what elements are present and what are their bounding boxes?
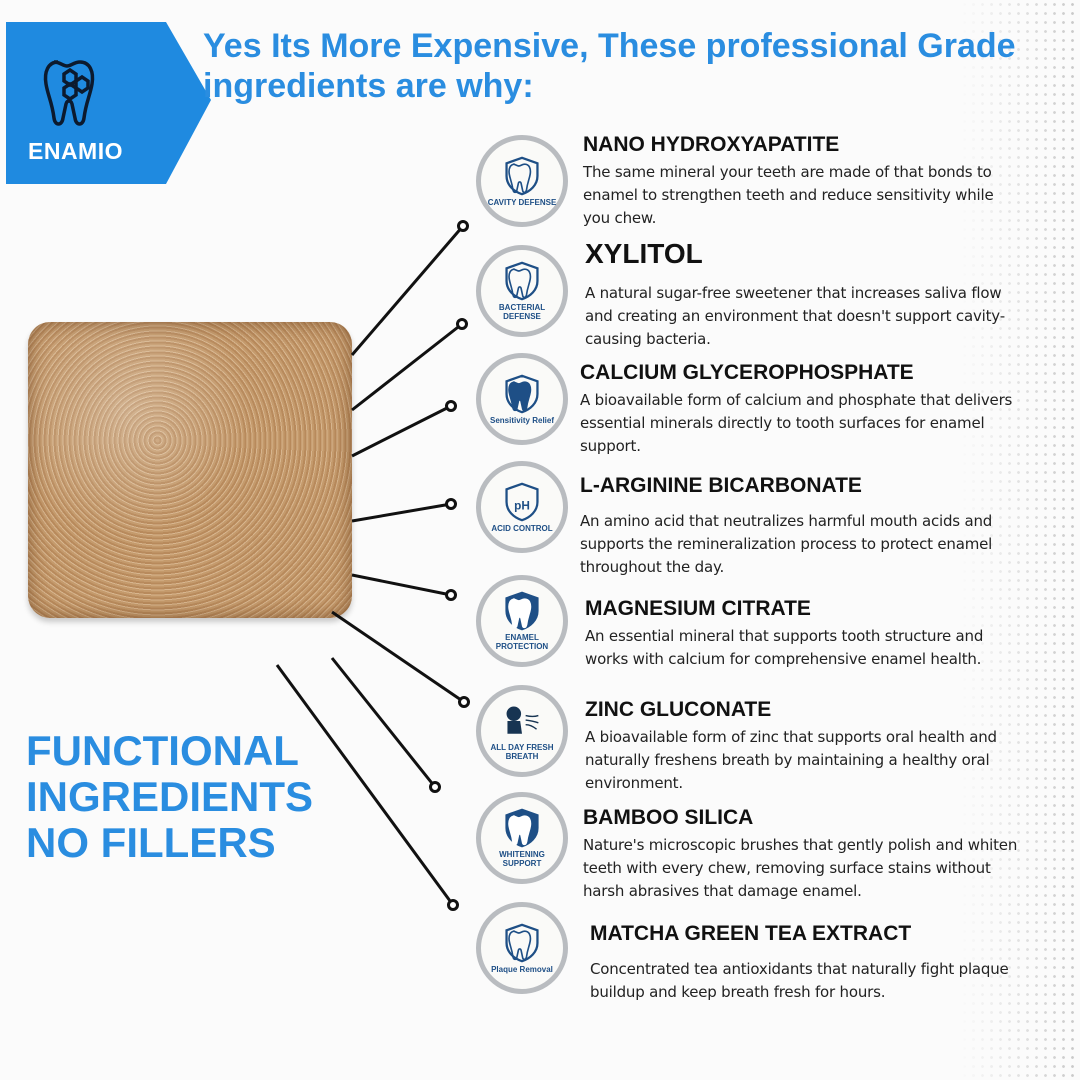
badge-label: ALL DAY FRESH BREATH — [490, 743, 554, 761]
headline: Yes Its More Expensive, These profession… — [203, 27, 1016, 105]
badge-8: Plaque Removal — [476, 902, 568, 994]
tagline-line: NO FILLERS — [26, 819, 276, 866]
connector-dot — [458, 696, 470, 708]
tooth-shield-icon — [505, 374, 539, 413]
ingredient-description: Concentrated tea antioxidants that natur… — [590, 960, 1009, 1001]
dot-pattern — [960, 0, 1080, 1080]
svg-text:pH: pH — [514, 498, 530, 512]
connector-dot — [445, 498, 457, 510]
badge-7: WHITENING SUPPORT — [476, 792, 568, 884]
ingredient-title: L-ARGININE BICARBONATE — [580, 474, 862, 497]
ingredient-title: MAGNESIUM CITRATE — [585, 597, 811, 620]
connector-line — [331, 610, 465, 704]
ingredient-4: L-ARGININE BICARBONATE An amino acid that… — [580, 474, 1020, 579]
badge-label: BACTERIAL DEFENSE — [498, 303, 546, 321]
ingredient-description: A bioavailable form of zinc that support… — [585, 728, 997, 792]
badge-label: ENAMEL PROTECTION — [495, 633, 549, 651]
connector-line — [275, 664, 455, 906]
ingredient-2: XYLITOL A natural sugar-free sweetener th… — [585, 238, 1025, 351]
ingredient-5: MAGNESIUM CITRATE An essential mineral th… — [585, 597, 1025, 671]
connector-dot — [456, 318, 468, 330]
badge-5: ENAMEL PROTECTION — [476, 575, 568, 667]
brand-logo — [6, 22, 211, 184]
ingredient-8: MATCHA GREEN TEA EXTRACT Concentrated tea… — [590, 922, 1030, 1004]
brand-name: ENAMIO — [28, 138, 123, 164]
ingredient-title: BAMBOO SILICA — [583, 806, 754, 829]
ingredient-3: CALCIUM GLYCEROPHOSPHATE A bioavailable f… — [580, 361, 1020, 458]
connector-dot — [445, 400, 457, 412]
badge-label: CAVITY DEFENSE — [487, 197, 557, 207]
ingredient-description: An essential mineral that supports tooth… — [585, 627, 984, 668]
connector-dot — [457, 220, 469, 232]
badge-6: ALL DAY FRESH BREATH — [476, 685, 568, 777]
product-image-chew-tablet — [28, 322, 352, 618]
tooth-hexagon-icon — [505, 156, 539, 195]
ingredient-title: NANO HYDROXYAPATITE — [583, 133, 840, 156]
ingredient-description: A bioavailable form of calcium and phosp… — [580, 391, 1013, 455]
ingredient-description: A natural sugar-free sweetener that incr… — [585, 284, 1005, 348]
connector-line — [351, 573, 452, 597]
ingredient-description: The same mineral your teeth are made of … — [583, 163, 994, 227]
badge-label: WHITENING SUPPORT — [499, 850, 545, 868]
badge-4: pH ACID CONTROL — [476, 461, 568, 553]
badge-label: ACID CONTROL — [491, 523, 553, 533]
tooth-shield-sparkle-icon — [505, 591, 539, 631]
badge-3: Sensitivity Relief — [476, 353, 568, 445]
tagline: FUNCTIONAL INGREDIENTS NO FILLERS — [26, 728, 313, 866]
connector-line — [351, 502, 452, 523]
connector-line — [330, 657, 437, 788]
ingredient-7: BAMBOO SILICA Nature's microscopic brushe… — [583, 806, 1023, 903]
badge-1: CAVITY DEFENSE — [476, 135, 568, 227]
ingredient-6: ZINC GLUCONATE A bioavailable form of zin… — [585, 698, 1025, 795]
ingredient-description: An amino acid that neutralizes harmful m… — [580, 512, 993, 576]
connector-dot — [429, 781, 441, 793]
tooth-shield-sparkle-icon — [505, 808, 539, 848]
ph-drop-icon: pH — [505, 482, 539, 521]
badge-label: Plaque Removal — [491, 964, 553, 974]
tooth-molecule-icon — [43, 60, 95, 126]
connector-line — [350, 225, 465, 356]
badge-2: BACTERIAL DEFENSE — [476, 245, 568, 337]
connector-line — [351, 404, 452, 458]
connector-line — [351, 322, 463, 412]
ingredient-title: CALCIUM GLYCEROPHOSPHATE — [580, 361, 914, 384]
ingredient-title: XYLITOL — [585, 238, 703, 269]
tagline-line: FUNCTIONAL — [26, 727, 299, 774]
connector-dot — [447, 899, 459, 911]
connector-dot — [445, 589, 457, 601]
tooth-shield-outline-icon — [505, 923, 539, 962]
badge-label: Sensitivity Relief — [489, 415, 555, 425]
head-breath-icon — [506, 706, 539, 734]
tooth-shield-bacteria-icon — [505, 261, 539, 301]
tagline-line: INGREDIENTS — [26, 773, 314, 820]
ingredient-title: MATCHA GREEN TEA EXTRACT — [590, 922, 912, 945]
ingredient-description: Nature's microscopic brushes that gently… — [583, 836, 1018, 900]
ingredient-1: NANO HYDROXYAPATITE The same mineral your… — [583, 133, 1023, 230]
ingredient-title: ZINC GLUCONATE — [585, 698, 772, 721]
